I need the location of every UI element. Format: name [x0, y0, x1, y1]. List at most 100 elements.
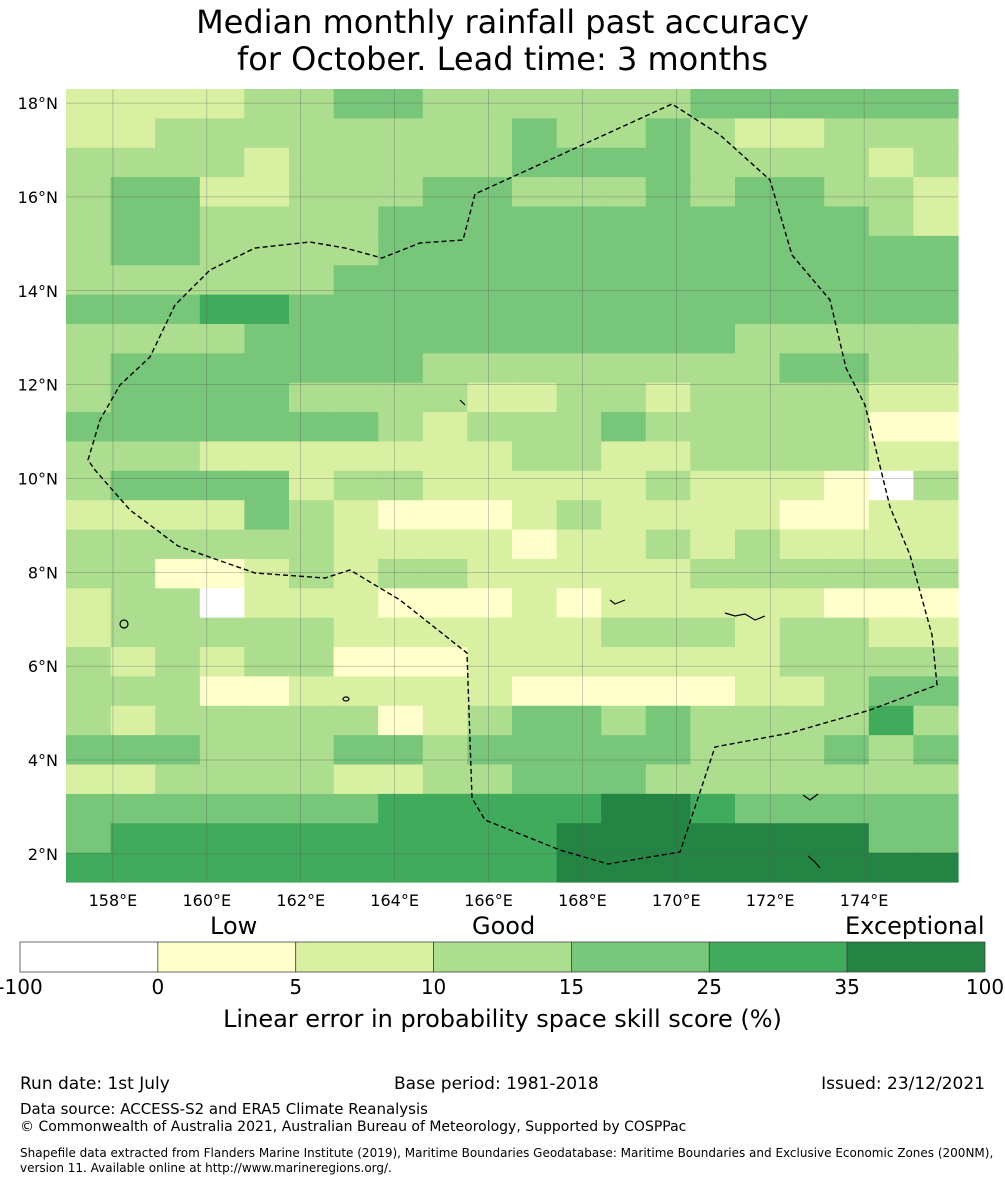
grid-cell — [110, 529, 156, 560]
grid-cell — [289, 412, 335, 443]
grid-cell — [66, 647, 112, 678]
grid-cell — [333, 118, 379, 149]
grid-cell — [913, 735, 959, 766]
grid-cell — [289, 529, 335, 560]
grid-cell — [155, 89, 201, 119]
grid-cell — [512, 793, 558, 824]
grid-cell — [244, 382, 290, 413]
grid-cell — [779, 764, 825, 795]
grid-cell — [645, 617, 691, 648]
grid-cell — [467, 177, 513, 208]
grid-cell — [110, 764, 156, 795]
lon-tick-label: 166°E — [464, 891, 513, 910]
grid-cell — [66, 412, 112, 443]
grid-cell — [422, 764, 468, 795]
grid-cell — [333, 676, 379, 707]
grid-cell — [155, 412, 201, 443]
grid-cell — [601, 500, 647, 531]
grid-cell — [824, 412, 870, 443]
grid-cell — [512, 705, 558, 736]
grid-cell — [512, 676, 558, 707]
lat-lon-gridlines — [66, 89, 958, 882]
grid-cell — [244, 89, 290, 119]
grid-cell — [66, 265, 112, 296]
grid-cell — [779, 118, 825, 149]
grid-cell — [690, 470, 736, 501]
grid-cell — [333, 89, 379, 119]
grid-cell — [333, 617, 379, 648]
grid-cell — [155, 558, 201, 589]
grid-cell — [601, 89, 647, 119]
grid-cell — [779, 852, 825, 883]
grid-cell — [556, 500, 602, 531]
grid-cell — [333, 265, 379, 296]
grid-cell — [824, 265, 870, 296]
grid-cell — [601, 823, 647, 854]
grid-cell — [556, 412, 602, 443]
grid-cell — [110, 793, 156, 824]
grid-cell — [645, 177, 691, 208]
grid-cell — [199, 441, 245, 472]
grid-cell — [645, 676, 691, 707]
grid-cell — [244, 676, 290, 707]
grid-cell — [645, 382, 691, 413]
grid-cell — [467, 588, 513, 619]
grid-cell — [155, 441, 201, 472]
grid-cell — [333, 294, 379, 325]
grid-cell — [289, 676, 335, 707]
title-line-2: for October. Lead time: 3 months — [237, 40, 768, 78]
grid-cell — [110, 147, 156, 178]
grid-cell — [333, 206, 379, 237]
grid-cell — [289, 588, 335, 619]
grid-cell — [779, 265, 825, 296]
grid-cell — [779, 235, 825, 266]
grid-cell — [868, 558, 914, 589]
grid-cell — [601, 353, 647, 384]
grid-cell — [467, 323, 513, 354]
grid-cell — [333, 500, 379, 531]
grid-cell — [601, 647, 647, 678]
lon-tick-label: 174°E — [840, 891, 889, 910]
grid-cell — [913, 118, 959, 149]
grid-cell — [601, 852, 647, 883]
grid-cell — [66, 206, 112, 237]
grid-cell — [66, 617, 112, 648]
grid-cell — [155, 852, 201, 883]
grid-cell — [155, 382, 201, 413]
grid-cell — [690, 588, 736, 619]
grid-cell — [512, 177, 558, 208]
colorbar-swatch — [19, 941, 159, 973]
grid-cell — [155, 265, 201, 296]
grid-cell — [289, 235, 335, 266]
grid-cell — [824, 118, 870, 149]
grid-cell — [155, 147, 201, 178]
grid-cell — [512, 647, 558, 678]
grid-cell — [556, 705, 602, 736]
grid-cell — [199, 118, 245, 149]
grid-cell — [868, 735, 914, 766]
grid-cell — [735, 793, 781, 824]
grid-cell — [779, 441, 825, 472]
grid-cell — [913, 382, 959, 413]
grid-cell — [601, 265, 647, 296]
grid-cell — [868, 147, 914, 178]
grid-cell — [199, 177, 245, 208]
shapefile-credit-line-1: Shapefile data extracted from Flanders M… — [20, 1146, 994, 1160]
grid-cell — [66, 852, 112, 883]
island-outlines — [119, 399, 821, 869]
grid-cell — [66, 588, 112, 619]
grid-cell — [422, 823, 468, 854]
grid-cell — [690, 852, 736, 883]
grid-cell — [645, 470, 691, 501]
grid-cell — [333, 793, 379, 824]
grid-cell — [556, 294, 602, 325]
grid-cell — [333, 470, 379, 501]
grid-cell — [913, 470, 959, 501]
grid-cell — [735, 147, 781, 178]
grid-cell — [155, 529, 201, 560]
grid-cell — [110, 441, 156, 472]
grid-cell — [66, 353, 112, 384]
grid-cell — [556, 353, 602, 384]
grid-cell — [378, 177, 424, 208]
grid-cell — [333, 177, 379, 208]
